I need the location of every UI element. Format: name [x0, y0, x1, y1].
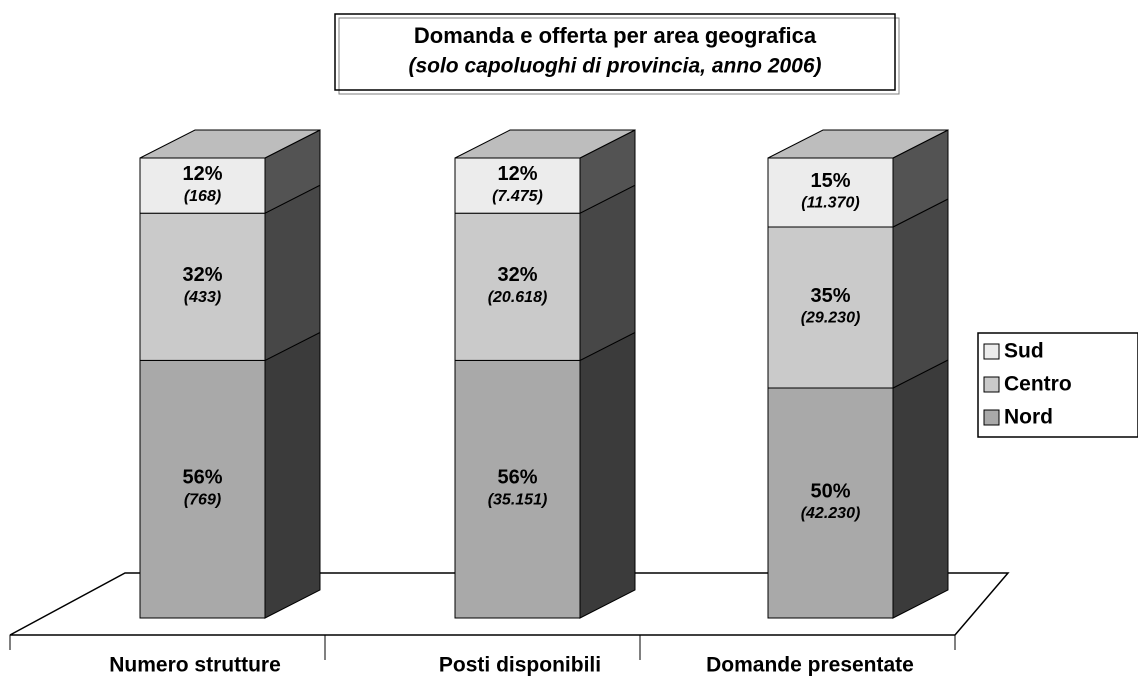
- legend: Sud Centro Nord: [983, 340, 1072, 429]
- bar-side: [579, 331, 636, 619]
- bar-segment: [767, 387, 894, 619]
- bar-side: [579, 184, 636, 362]
- count-label: (20.618): [488, 289, 548, 306]
- value-label: 12%: [182, 163, 222, 185]
- bars: 56% (769) 32% (433) 12% (168) 56% (35.151) 32% (2…: [139, 129, 949, 619]
- bar-side: [264, 184, 321, 362]
- bar-segment: [767, 157, 894, 228]
- count-label: (42.230): [801, 505, 861, 522]
- chart-subtitle: (solo capoluoghi di provincia, anno 2006…: [408, 55, 821, 78]
- x-tick-label: Posti disponibili: [439, 654, 601, 677]
- count-label: (168): [184, 188, 221, 205]
- legend-swatch: [983, 409, 1000, 426]
- title-shadow: [338, 17, 900, 95]
- legend-label: Nord: [1004, 406, 1053, 429]
- bar-segment: [139, 359, 266, 619]
- bar-segment: [454, 157, 581, 214]
- value-label: 50%: [810, 480, 850, 502]
- count-label: (433): [184, 289, 221, 306]
- legend-label: Centro: [1004, 373, 1072, 396]
- count-label: (11.370): [801, 195, 859, 212]
- bar-top: [454, 129, 636, 159]
- value-label: 15%: [810, 170, 850, 192]
- count-label: (7.475): [492, 188, 543, 205]
- bar-side: [892, 359, 949, 619]
- legend-swatch: [983, 343, 1000, 360]
- value-label: 32%: [497, 264, 537, 286]
- value-label: 12%: [497, 163, 537, 185]
- count-label: (29.230): [801, 310, 861, 327]
- bar-side: [892, 198, 949, 389]
- bar-segment: [139, 212, 266, 361]
- bar-side: [264, 331, 321, 619]
- value-label: 56%: [497, 466, 537, 488]
- chart-title: Domanda e offerta per area geografica: [414, 23, 817, 48]
- x-tick-label: Domande presentate: [706, 654, 914, 677]
- bar-segment: [454, 212, 581, 361]
- count-label: (769): [184, 491, 221, 508]
- value-label: 32%: [182, 264, 222, 286]
- count-label: (35.151): [488, 491, 548, 508]
- legend-box: [977, 332, 1138, 438]
- value-label: 35%: [810, 285, 850, 307]
- bar-top: [767, 129, 949, 159]
- bar-segment: [767, 226, 894, 389]
- legend-swatch: [983, 376, 1000, 393]
- title-box: [334, 13, 896, 91]
- bar-top: [139, 129, 321, 159]
- x-tick-label: Numero strutture: [109, 654, 281, 677]
- bar-segment: [454, 359, 581, 619]
- legend-label: Sud: [1004, 340, 1044, 363]
- value-label: 56%: [182, 466, 222, 488]
